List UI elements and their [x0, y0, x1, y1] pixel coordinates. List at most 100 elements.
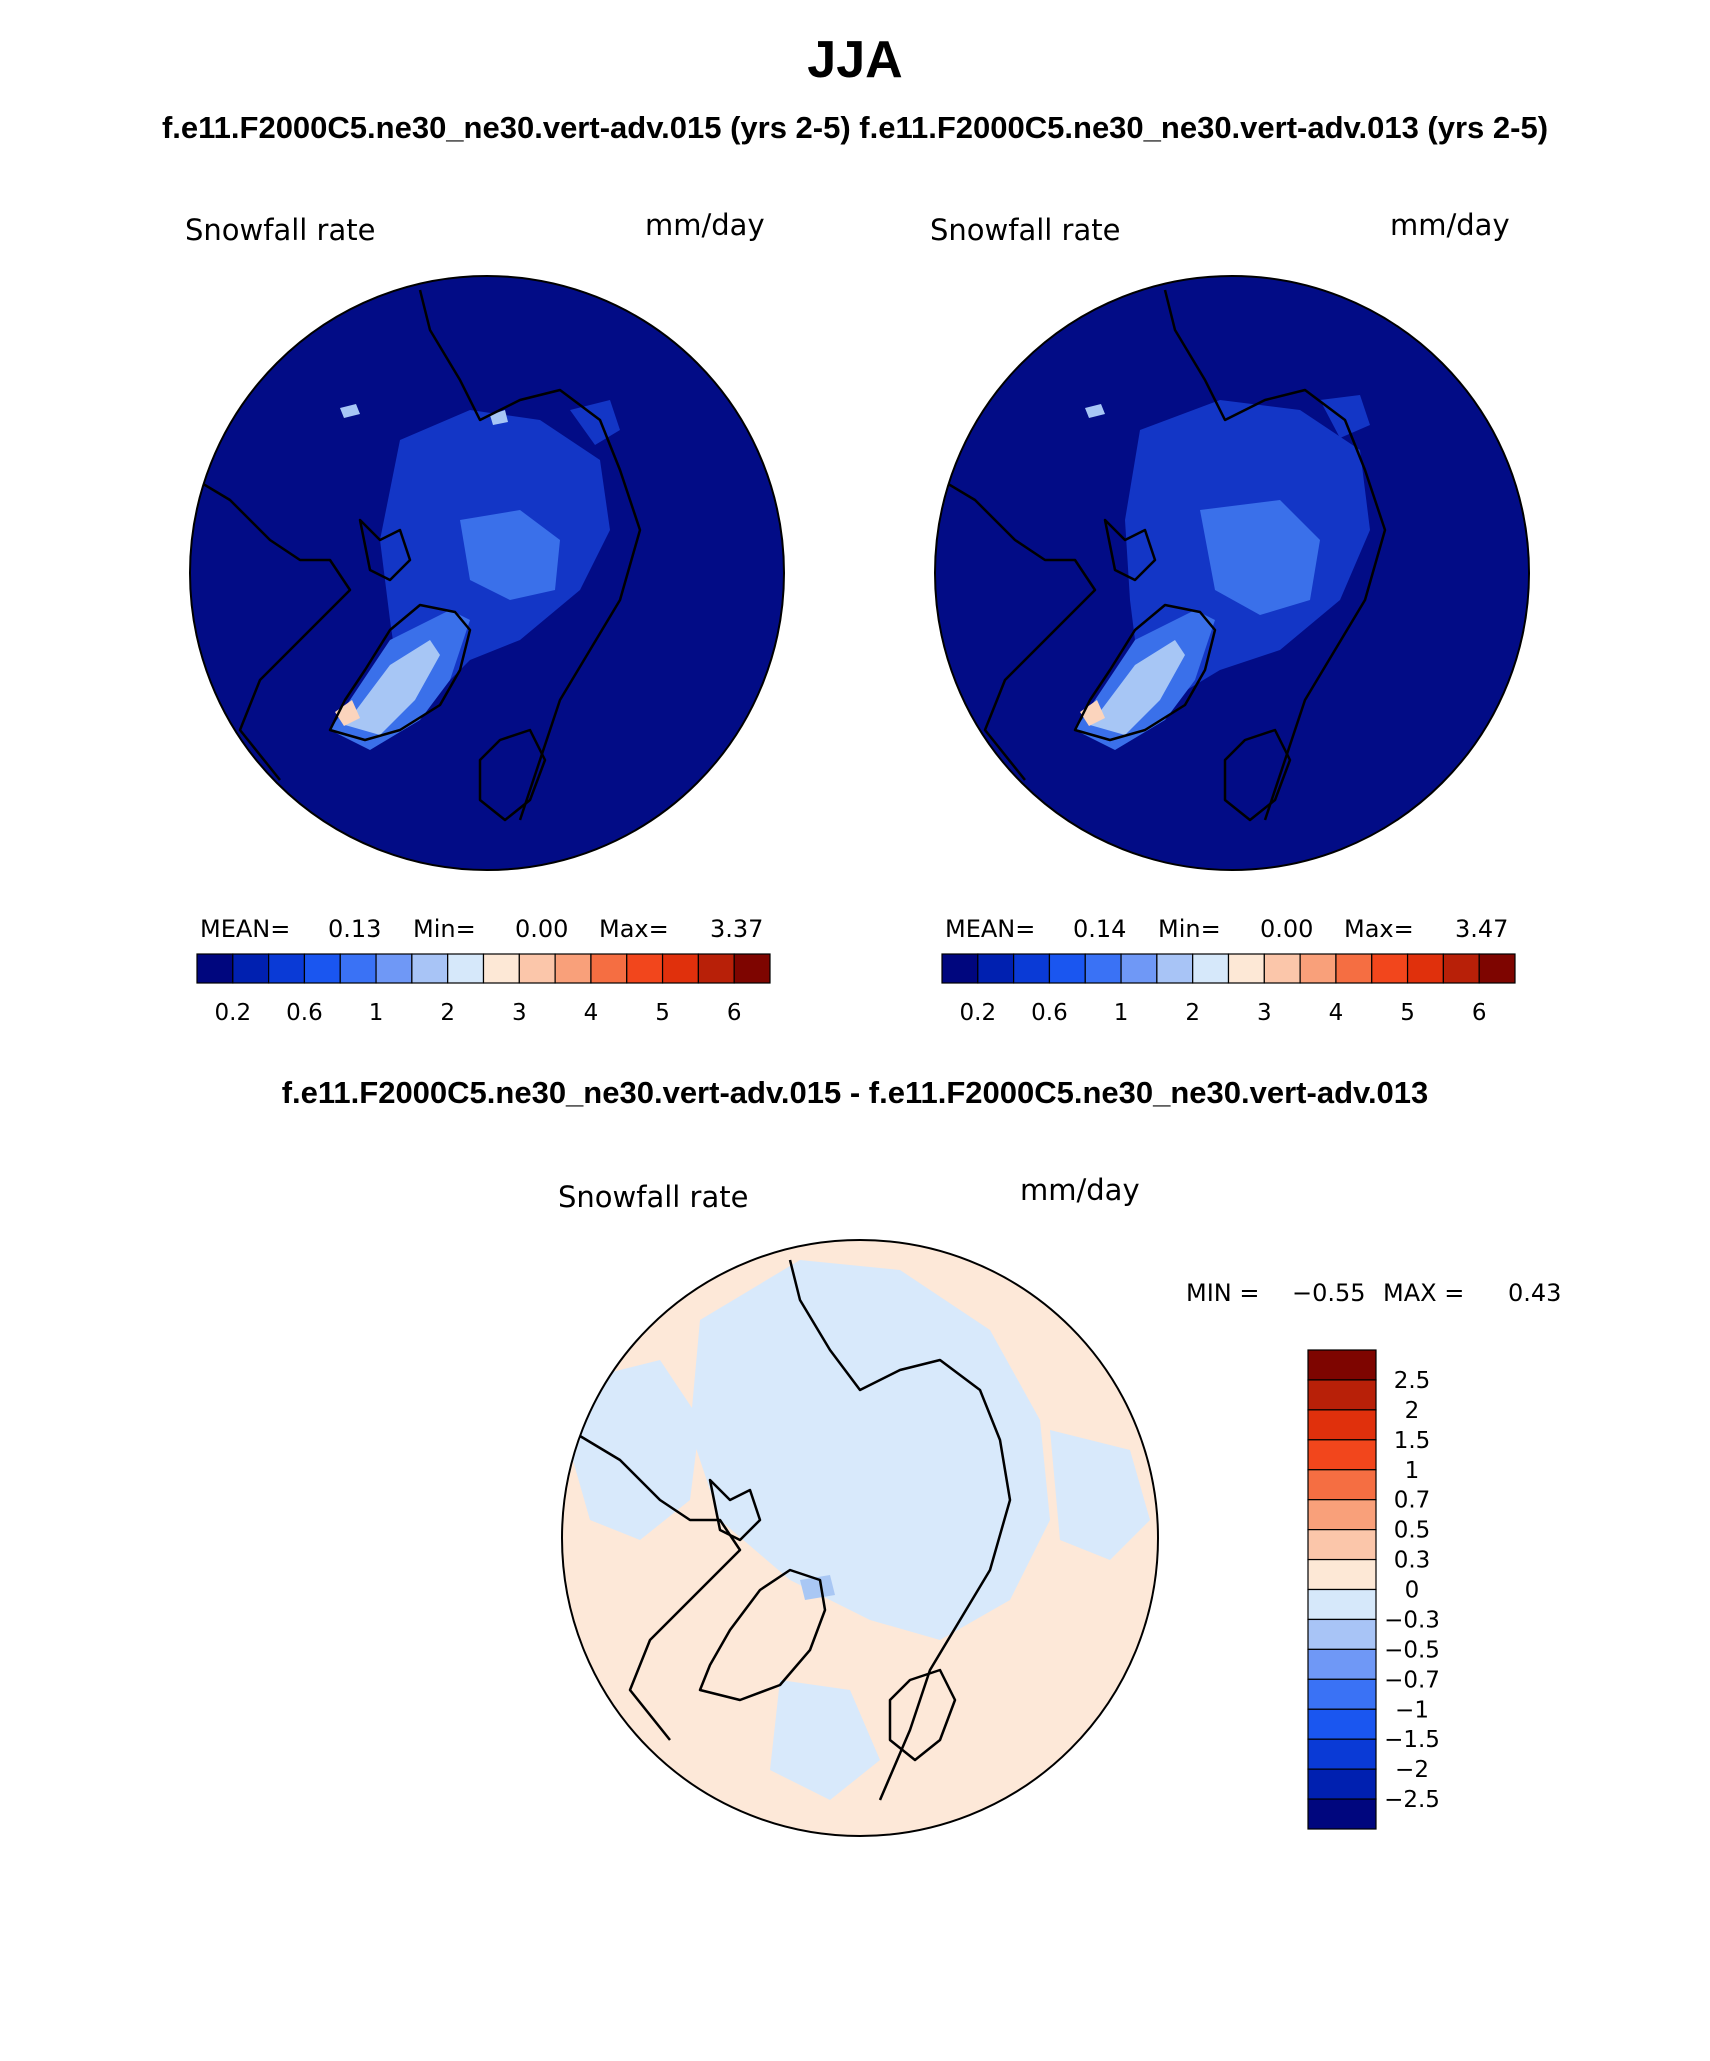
difference-colorbar-tick-label-12: −1.5 — [1384, 1727, 1440, 1753]
panel-1-colorbar-swatch-1 — [232, 953, 270, 984]
difference-subtitle: f.e11.F2000C5.ne30_ne30.vert-adv.015 - f… — [281, 1075, 1429, 1110]
difference-max-label: MAX = — [1383, 1279, 1464, 1307]
difference-colorbar-tick-label-2: 1.5 — [1394, 1428, 1431, 1454]
panel-2: Snowfall rate mm/day MEAN= 0.14 Min= 0.0… — [930, 208, 1530, 1026]
panel-1-colorbar-tick-label-7: 6 — [727, 1000, 742, 1026]
panel-1-polar-map — [190, 276, 784, 870]
panel-2-min-value: 0.00 — [1260, 915, 1313, 943]
panel-1-colorbar-swatch-4 — [339, 953, 377, 984]
panel-2-colorbar-swatch-10 — [1299, 953, 1337, 984]
difference-colorbar-tick-label-3: 1 — [1405, 1458, 1420, 1484]
panel-1-colorbar-swatch-15 — [733, 953, 771, 984]
panel-2-colorbar-tick-label-1: 0.6 — [1031, 1000, 1068, 1026]
difference-map-border — [561, 1239, 1159, 1837]
difference-polar-map — [562, 1240, 1158, 1836]
difference-colorbar-swatch-5 — [1307, 1499, 1377, 1531]
panel-1-greenland-snow-inner — [345, 640, 440, 735]
top-row-subtitle: f.e11.F2000C5.ne30_ne30.vert-adv.015 (yr… — [161, 110, 1549, 145]
panel-1-archipelago-coastline — [358, 518, 412, 582]
panel-1-colorbar-swatch-6 — [411, 953, 449, 984]
panel-1-min-label: Min= — [413, 915, 476, 943]
panel-2-colorbar-tick-label-4: 3 — [1257, 1000, 1272, 1026]
difference-min-value: −0.55 — [1292, 1279, 1366, 1307]
panel-1: Snowfall rate mm/day MEAN= 0.13 Min= 0.0… — [185, 208, 785, 1026]
panel-1-mean-label: MEAN= — [200, 915, 290, 943]
panel-1-colorbar-swatch-0 — [196, 953, 234, 984]
panel-1-colorbar-swatch-3 — [303, 953, 341, 984]
panel-2-arctic-ocean-core — [1200, 500, 1320, 615]
panel-2-colorbar-swatch-4 — [1084, 953, 1122, 984]
panel-1-north-america-coastline — [190, 468, 352, 781]
panel-1-siberia-snow-patch — [570, 400, 620, 445]
panel-1-greenland-snow-peak — [335, 700, 360, 726]
panel-1-greenland-coastline — [328, 603, 472, 742]
panel-1-arctic-ocean-core — [460, 510, 560, 600]
panel-1-colorbar-tick-label-2: 1 — [369, 1000, 384, 1026]
panel-2-colorbar-swatch-9 — [1263, 953, 1301, 984]
panel-2-north-america-coastline — [935, 468, 1097, 781]
difference-colorbar-swatch-6 — [1307, 1529, 1377, 1561]
panel-1-max-value: 3.37 — [710, 915, 763, 943]
panel-2-colorbar-swatch-7 — [1192, 953, 1230, 984]
panel-2-colorbar-tick-label-5: 4 — [1329, 1000, 1344, 1026]
difference-colorbar-swatch-14 — [1307, 1768, 1377, 1800]
panel-2-colorbar-tick-label-7: 6 — [1472, 1000, 1487, 1026]
panel-1-colorbar-swatch-11 — [590, 953, 628, 984]
difference-colorbar-swatch-13 — [1307, 1738, 1377, 1770]
difference-colorbar-tick-label-8: −0.3 — [1384, 1607, 1440, 1633]
difference-panel: Snowfall rate mm/day MIN = −0.55 MAX = 0… — [558, 1173, 1561, 1837]
panel-2-eurasia-coastline — [1163, 289, 1387, 821]
panel-1-mean-value: 0.13 — [328, 915, 381, 943]
panel-1-colorbar-swatch-10 — [554, 953, 592, 984]
difference-scandinavia-coastline — [888, 1668, 957, 1762]
panel-1-min-value: 0.00 — [515, 915, 568, 943]
difference-colorbar-swatch-1 — [1307, 1379, 1377, 1411]
panel-2-siberia-snow-patch — [1320, 395, 1370, 438]
difference-colorbar: 2.5 2 1.5 1 0.7 0.5 0.3 0 −0.3 −0.5 −0.7 −1 −1.5 −2 −2… — [1307, 1349, 1440, 1830]
difference-colorbar-tick-label-11: −1 — [1395, 1697, 1429, 1723]
difference-colorbar-swatch-12 — [1307, 1708, 1377, 1740]
difference-east-negative-region — [1050, 1430, 1150, 1560]
difference-colorbar-tick-label-13: −2 — [1395, 1757, 1429, 1783]
panel-1-colorbar-tick-label-4: 3 — [512, 1000, 527, 1026]
panel-2-max-label: Max= — [1344, 915, 1414, 943]
panel-1-colorbar-tick-label-1: 0.6 — [286, 1000, 323, 1026]
panel-1-eurasia-coastline — [418, 289, 642, 821]
panel-2-mean-value: 0.14 — [1073, 915, 1126, 943]
panel-2-polar-map — [935, 276, 1529, 870]
difference-colorbar-swatch-2 — [1307, 1409, 1377, 1441]
panel-1-max-label: Max= — [599, 915, 669, 943]
panel-1-colorbar-swatch-9 — [518, 953, 556, 984]
panel-1-colorbar-swatch-7 — [447, 953, 485, 984]
panel-2-colorbar-swatch-1 — [977, 953, 1015, 984]
panel-1-scandinavia-coastline — [478, 728, 547, 822]
panel-2-units-label: mm/day — [1390, 208, 1510, 242]
panel-1-units-label: mm/day — [645, 208, 765, 242]
difference-colorbar-swatch-11 — [1307, 1678, 1377, 1710]
difference-colorbar-tick-label-14: −2.5 — [1384, 1787, 1440, 1813]
panel-1-colorbar-tick-label-3: 2 — [440, 1000, 455, 1026]
difference-colorbar-swatch-4 — [1307, 1469, 1377, 1501]
panel-2-colorbar-swatch-0 — [941, 953, 979, 984]
difference-units-label: mm/day — [1020, 1173, 1140, 1207]
difference-max-value: 0.43 — [1508, 1279, 1561, 1307]
panel-1-colorbar-tick-label-5: 4 — [584, 1000, 599, 1026]
panel-2-colorbar-swatch-15 — [1478, 953, 1516, 984]
panel-1-colorbar-swatch-5 — [375, 953, 413, 984]
difference-colorbar-swatch-9 — [1307, 1618, 1377, 1650]
panel-2-colorbar-swatch-11 — [1335, 953, 1373, 984]
panel-2-colorbar-tick-label-0: 0.2 — [960, 1000, 997, 1026]
difference-colorbar-swatch-7 — [1307, 1558, 1377, 1591]
panel-1-colorbar-swatch-2 — [268, 953, 306, 984]
panel-2-colorbar-tick-label-3: 2 — [1185, 1000, 1200, 1026]
difference-south-negative-region — [770, 1680, 880, 1800]
difference-min-label: MIN = — [1186, 1279, 1259, 1307]
difference-greenland-coastline — [698, 1568, 827, 1702]
difference-america-negative-region — [570, 1360, 700, 1540]
panel-2-colorbar-tick-label-6: 5 — [1400, 1000, 1415, 1026]
panel-2-max-value: 3.47 — [1455, 915, 1508, 943]
difference-colorbar-tick-label-9: −0.5 — [1384, 1637, 1440, 1663]
panel-2-map-border — [934, 275, 1530, 871]
difference-colorbar-tick-label-5: 0.5 — [1394, 1518, 1431, 1544]
